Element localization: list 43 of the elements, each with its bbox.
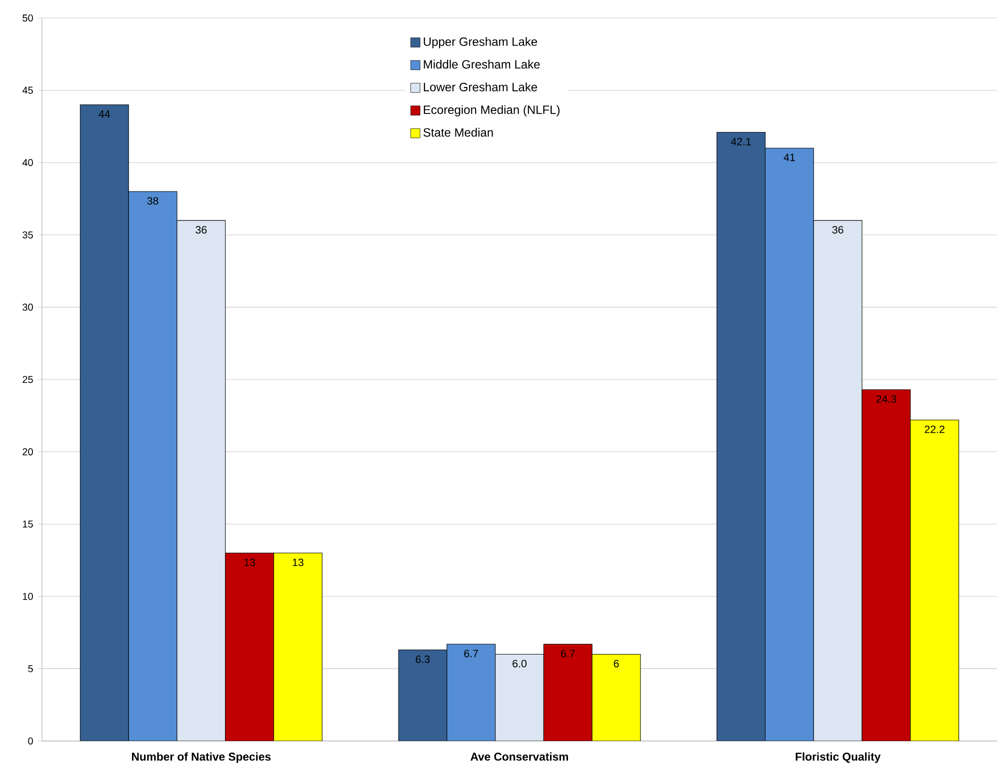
y-tick-label: 45 (22, 86, 33, 94)
y-tick-label: 0 (28, 737, 33, 745)
y-tick-label: 5 (28, 665, 33, 672)
bar (764, 148, 814, 741)
data-label: 6.3 (416, 655, 430, 664)
legend-label: Middle Gresham Lake (424, 60, 540, 69)
data-label: 42.1 (730, 138, 751, 146)
y-tick-label: 25 (22, 376, 33, 384)
data-label: 41 (784, 154, 795, 162)
y-tick-label: 50 (22, 14, 33, 22)
data-label: 36 (196, 226, 207, 234)
data-label: 36 (832, 226, 844, 234)
bar (80, 104, 129, 741)
data-label: 6.7 (561, 650, 575, 658)
bar (398, 650, 448, 741)
bar (128, 191, 178, 741)
y-tick-label: 30 (22, 304, 33, 311)
x-tick-label: Ave Conservatism (470, 752, 568, 761)
y-tick-label: 20 (22, 448, 33, 456)
data-label: 22.2 (924, 426, 944, 434)
data-label: 6.7 (464, 650, 478, 658)
legend-label: Lower Gresham Lake (424, 82, 538, 92)
legend-label: State Median (423, 128, 493, 137)
data-label: 44 (98, 110, 110, 118)
y-tick-label: 10 (22, 592, 33, 600)
bar (543, 644, 592, 741)
bar (862, 389, 911, 741)
data-label: 13 (244, 558, 256, 566)
bar (225, 552, 274, 741)
data-label: 6 (614, 660, 619, 668)
legend-label: Upper Gresham Lake (424, 37, 538, 48)
bar (716, 132, 766, 741)
data-label: 6.0 (512, 660, 527, 668)
data-label: 24.3 (876, 395, 896, 403)
x-tick-label: Number of Native Species (132, 752, 271, 763)
data-label: 38 (147, 197, 158, 205)
legend-label: Ecoregion Median (NLFL) (424, 105, 560, 116)
bar (446, 644, 496, 741)
y-tick-label: 15 (22, 520, 33, 528)
y-tick-label: 40 (22, 159, 33, 166)
data-label: 13 (292, 558, 304, 566)
x-tick-label: Floristic Quality (796, 752, 881, 763)
y-tick-label: 35 (22, 231, 33, 238)
